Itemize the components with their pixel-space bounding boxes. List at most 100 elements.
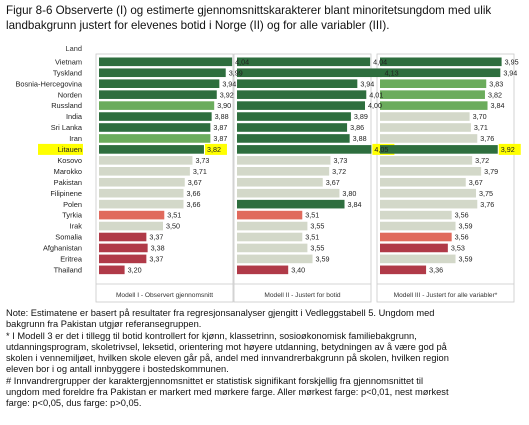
bar bbox=[99, 134, 211, 143]
category-label: Irak bbox=[70, 222, 83, 231]
category-label: Russland bbox=[51, 101, 82, 110]
bar bbox=[99, 68, 226, 78]
panel-frame bbox=[233, 53, 372, 303]
data-label: 3,59 bbox=[459, 222, 473, 231]
bar-chart: Land Vietnam Tyskland Bosnia-Hercegovina Nor… bbox=[15, 44, 521, 303]
bar bbox=[237, 221, 308, 231]
note-line: bakgrunn fra Pakistan utgjør referansegr… bbox=[6, 319, 202, 330]
data-label: 3,51 bbox=[305, 211, 319, 220]
bar bbox=[237, 254, 313, 264]
data-label: 3,99 bbox=[229, 68, 243, 77]
data-label: 3,90 bbox=[217, 101, 231, 110]
category-label: Tyskland bbox=[53, 68, 82, 77]
bar bbox=[237, 243, 308, 253]
bar bbox=[380, 112, 470, 121]
bar bbox=[99, 177, 185, 187]
data-label: 3,83 bbox=[489, 79, 503, 88]
data-label: 4,01 bbox=[369, 90, 383, 99]
bar bbox=[99, 101, 215, 110]
data-label: 4,05 bbox=[374, 145, 388, 154]
category-label: Iran bbox=[69, 134, 82, 143]
category-label: Polen bbox=[63, 200, 82, 209]
data-label: 4,04 bbox=[373, 57, 387, 66]
highlight-value bbox=[498, 143, 521, 155]
panel-frame bbox=[95, 53, 234, 303]
bar bbox=[237, 134, 350, 143]
note-line: eleven bor i og antall innbyggere i bost… bbox=[6, 364, 229, 375]
panel-title: Modell I - Observert gjennomsnitt bbox=[116, 292, 213, 299]
highlight-category bbox=[38, 143, 83, 155]
bar bbox=[99, 210, 165, 220]
note-line: farge: p<0,05, dus farge: p>0,05. bbox=[6, 398, 142, 409]
bar bbox=[237, 68, 382, 78]
data-label: 3,82 bbox=[207, 145, 221, 154]
data-label: 3,76 bbox=[480, 134, 494, 143]
data-label: 3,72 bbox=[475, 156, 489, 165]
data-label: 3,20 bbox=[128, 265, 142, 274]
note-line: utdanningsprogram, skoletrivsel, lekseti… bbox=[6, 341, 447, 352]
data-label: 3,84 bbox=[348, 200, 362, 209]
figure-title-line: landbakgrunn justert for elevenes botid … bbox=[6, 19, 390, 32]
bar bbox=[237, 156, 331, 165]
category-label: Marokko bbox=[54, 167, 82, 176]
data-label: 3,71 bbox=[193, 167, 207, 176]
data-label: 3,71 bbox=[474, 123, 488, 132]
bar bbox=[380, 134, 478, 143]
data-label: 3,72 bbox=[332, 167, 346, 176]
bar bbox=[380, 123, 471, 132]
data-label: 3,67 bbox=[188, 178, 202, 187]
data-label: 3,88 bbox=[353, 134, 367, 143]
bar bbox=[380, 243, 448, 253]
category-label: Pakistan bbox=[54, 178, 82, 187]
data-label: 3,94 bbox=[222, 79, 236, 88]
data-label: 3,59 bbox=[459, 255, 473, 264]
category-label: Thailand bbox=[54, 265, 82, 274]
category-label: Filipinene bbox=[50, 189, 82, 198]
data-label: 3,88 bbox=[215, 112, 229, 121]
data-label: 3,80 bbox=[342, 189, 356, 198]
bar bbox=[99, 265, 125, 275]
bar bbox=[237, 167, 330, 176]
bar bbox=[380, 199, 478, 209]
bar bbox=[99, 57, 233, 67]
bar bbox=[380, 254, 456, 264]
data-label: 3,59 bbox=[316, 255, 330, 264]
bar bbox=[99, 167, 190, 176]
data-label: 4,04 bbox=[235, 57, 249, 66]
data-label: 3,84 bbox=[491, 101, 505, 110]
bar bbox=[380, 68, 501, 78]
bar bbox=[237, 188, 340, 198]
bar bbox=[380, 145, 498, 154]
bar bbox=[237, 177, 323, 187]
bar bbox=[99, 221, 163, 231]
data-label: 3,53 bbox=[451, 244, 465, 253]
bar bbox=[99, 232, 147, 242]
bar bbox=[380, 79, 487, 88]
bar bbox=[380, 188, 476, 198]
bar bbox=[380, 177, 466, 187]
category-label: Somalia bbox=[55, 233, 83, 242]
bar bbox=[237, 265, 289, 275]
bar bbox=[99, 254, 147, 264]
data-label: 3,87 bbox=[213, 134, 227, 143]
data-label: 3,92 bbox=[501, 145, 515, 154]
data-label: 3,95 bbox=[505, 57, 519, 66]
category-label: Kosovo bbox=[57, 156, 82, 165]
data-label: 3,66 bbox=[186, 189, 200, 198]
bar bbox=[237, 123, 348, 132]
bar bbox=[380, 101, 488, 110]
data-label: 3,70 bbox=[473, 112, 487, 121]
category-label: Bosnia-Hercegovina bbox=[15, 79, 82, 88]
category-label: Norden bbox=[58, 90, 82, 99]
figure-notes: Note: Estimatene er basert på resultater… bbox=[6, 308, 524, 410]
data-label: 3,76 bbox=[480, 200, 494, 209]
category-label: Vietnam bbox=[55, 57, 82, 66]
bar bbox=[380, 265, 427, 275]
bar bbox=[237, 210, 303, 220]
bar bbox=[237, 57, 371, 67]
data-label: 3,73 bbox=[333, 156, 347, 165]
highlight-value bbox=[204, 143, 227, 155]
bar bbox=[237, 112, 351, 121]
data-label: 3,40 bbox=[291, 265, 305, 274]
note-line: * I Modell 3 er det i tillegg til botid … bbox=[6, 330, 417, 341]
